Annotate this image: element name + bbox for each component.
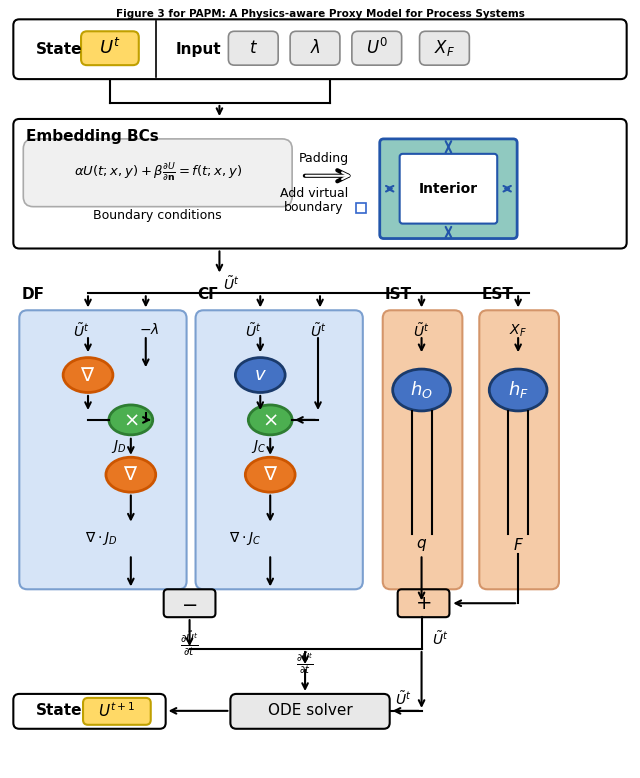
Text: DF: DF <box>21 287 44 303</box>
Text: $-$: $-$ <box>182 594 198 613</box>
Text: $\frac{\partial \tilde{U}^t}{\partial t}$: $\frac{\partial \tilde{U}^t}{\partial t}… <box>180 629 199 658</box>
Text: $X_F$: $X_F$ <box>509 322 527 338</box>
Ellipse shape <box>489 369 547 411</box>
Ellipse shape <box>236 358 285 392</box>
Text: $U^t$: $U^t$ <box>99 38 121 58</box>
Text: $h_O$: $h_O$ <box>410 380 433 401</box>
FancyBboxPatch shape <box>420 31 469 65</box>
Text: EST: EST <box>481 287 513 303</box>
FancyBboxPatch shape <box>164 589 216 617</box>
Text: Input: Input <box>175 42 221 57</box>
Text: $\nabla \cdot J_D$: $\nabla \cdot J_D$ <box>85 530 117 548</box>
FancyBboxPatch shape <box>352 31 402 65</box>
Text: CF: CF <box>198 287 219 303</box>
Text: $h_F$: $h_F$ <box>508 380 529 401</box>
Text: ODE solver: ODE solver <box>268 703 353 718</box>
Text: $\nabla \cdot J_C$: $\nabla \cdot J_C$ <box>229 530 261 548</box>
FancyBboxPatch shape <box>13 119 627 248</box>
FancyBboxPatch shape <box>196 310 363 589</box>
Text: $-\lambda$: $-\lambda$ <box>138 322 159 337</box>
FancyBboxPatch shape <box>81 31 139 65</box>
Text: Padding: Padding <box>299 152 349 165</box>
FancyBboxPatch shape <box>380 139 517 239</box>
FancyBboxPatch shape <box>228 31 278 65</box>
Text: $\tilde{U}^t$: $\tilde{U}^t$ <box>223 275 240 293</box>
Text: $\lambda$: $\lambda$ <box>310 39 321 58</box>
Text: $\nabla$: $\nabla$ <box>262 465 278 484</box>
Text: $\alpha U(t;x,y) + \beta\frac{\partial U}{\partial \mathbf{n}} = f(t;x,y)$: $\alpha U(t;x,y) + \beta\frac{\partial U… <box>74 162 242 184</box>
Text: $\tilde{U}^t$: $\tilde{U}^t$ <box>73 322 89 340</box>
FancyBboxPatch shape <box>13 694 166 729</box>
Text: $q$: $q$ <box>416 538 427 553</box>
Ellipse shape <box>106 457 156 492</box>
Text: Figure 3 for PAPM: A Physics-aware Proxy Model for Process Systems: Figure 3 for PAPM: A Physics-aware Proxy… <box>116 9 524 19</box>
FancyBboxPatch shape <box>19 310 187 589</box>
FancyBboxPatch shape <box>13 19 627 79</box>
FancyBboxPatch shape <box>83 698 151 725</box>
Text: $\nabla$: $\nabla$ <box>81 366 95 384</box>
Text: $U^{t+1}$: $U^{t+1}$ <box>98 702 136 720</box>
Text: $J_C$: $J_C$ <box>251 438 266 455</box>
Text: $\frac{\partial \tilde{U}^t}{\partial t}$: $\frac{\partial \tilde{U}^t}{\partial t}… <box>296 650 314 676</box>
Text: $\tilde{U}^t$: $\tilde{U}^t$ <box>413 322 430 340</box>
Text: boundary: boundary <box>284 202 344 214</box>
FancyBboxPatch shape <box>290 31 340 65</box>
Text: Add virtual: Add virtual <box>280 187 348 200</box>
Bar <box>356 202 366 212</box>
Text: Interior: Interior <box>419 182 478 196</box>
Text: Boundary conditions: Boundary conditions <box>93 209 222 222</box>
FancyBboxPatch shape <box>383 310 462 589</box>
Text: IST: IST <box>385 287 412 303</box>
Text: $U^0$: $U^0$ <box>365 38 388 58</box>
Text: $\times$: $\times$ <box>262 410 278 429</box>
Text: $\tilde{U}^t$: $\tilde{U}^t$ <box>310 322 326 340</box>
FancyBboxPatch shape <box>230 694 390 729</box>
FancyBboxPatch shape <box>397 589 449 617</box>
Text: $\tilde{U}^t$: $\tilde{U}^t$ <box>395 690 411 708</box>
Text: $F$: $F$ <box>513 538 524 553</box>
Text: $+$: $+$ <box>415 594 432 613</box>
Text: State: State <box>36 42 83 57</box>
FancyBboxPatch shape <box>399 154 497 223</box>
FancyBboxPatch shape <box>479 310 559 589</box>
Text: $X_F$: $X_F$ <box>434 38 455 58</box>
Ellipse shape <box>63 358 113 392</box>
Text: $v$: $v$ <box>254 366 267 384</box>
Text: $\tilde{U}^t$: $\tilde{U}^t$ <box>245 322 262 340</box>
Text: Embedding BCs: Embedding BCs <box>26 129 159 144</box>
Text: $\tilde{U}^t$: $\tilde{U}^t$ <box>431 630 448 648</box>
Text: State: State <box>36 703 83 718</box>
Ellipse shape <box>248 405 292 435</box>
Ellipse shape <box>393 369 451 411</box>
Text: $\nabla$: $\nabla$ <box>124 465 138 484</box>
Ellipse shape <box>245 457 295 492</box>
Text: $J_D$: $J_D$ <box>111 438 127 455</box>
Text: $t$: $t$ <box>249 39 258 58</box>
Text: $\times$: $\times$ <box>123 410 139 429</box>
FancyBboxPatch shape <box>23 139 292 207</box>
Ellipse shape <box>109 405 153 435</box>
